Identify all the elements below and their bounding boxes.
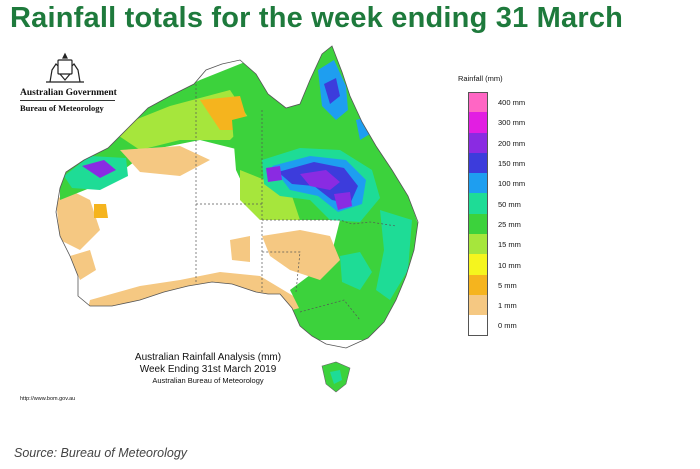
- legend-swatch: [468, 294, 488, 316]
- legend-label: 50 mm: [498, 199, 521, 209]
- map-caption: Australian Rainfall Analysis (mm) Week E…: [118, 352, 298, 385]
- legend-label: 100 mm: [498, 179, 526, 189]
- legend-swatch: [468, 274, 488, 295]
- legend-label: 150 mm: [498, 159, 526, 169]
- legend-swatch: [468, 132, 488, 153]
- analysis-title: Australian Rainfall Analysis (mm): [134, 352, 282, 363]
- government-branding: Australian Government Bureau of Meteorol…: [20, 52, 130, 113]
- legend-title: Rainfall (mm): [458, 74, 503, 83]
- legend-swatch: [468, 213, 488, 235]
- branding-divider: [20, 100, 115, 101]
- legend-label: 15 mm: [498, 240, 521, 250]
- analysis-subtitle: Week Ending 31st March 2019: [139, 364, 277, 375]
- legend-label: 5 mm: [498, 280, 517, 290]
- legend-swatch: [468, 193, 488, 214]
- legend-label: 300 mm: [498, 118, 526, 128]
- legend-label: 0 mm: [498, 321, 517, 331]
- legend-label: 1 mm: [498, 301, 517, 311]
- legend-swatch: [468, 234, 488, 255]
- page-title: Rainfall totals for the week ending 31 M…: [10, 2, 624, 34]
- rainfall-map: [55, 45, 419, 393]
- legend-swatch: [468, 254, 488, 275]
- legend-swatch: [468, 112, 488, 133]
- bom-url: http://www.bom.gov.au: [20, 396, 76, 402]
- legend-label: 400 mm: [498, 98, 526, 108]
- legend-swatch: [468, 92, 488, 113]
- government-name: Australian Government: [20, 88, 117, 98]
- bureau-name: Bureau of Meteorology: [20, 103, 104, 113]
- australian-coat-of-arms-icon: [46, 52, 84, 83]
- legend-label: 200 mm: [498, 138, 526, 148]
- legend-label: 25 mm: [498, 219, 521, 229]
- legend-label: 10 mm: [498, 260, 521, 270]
- legend-swatch: [468, 315, 488, 336]
- analysis-organisation: Australian Bureau of Meteorology: [152, 376, 264, 385]
- legend-color-bar: [468, 92, 488, 336]
- legend-swatch: [468, 152, 488, 174]
- source-note: Source: Bureau of Meteorology: [14, 446, 188, 460]
- legend-swatch: [468, 173, 488, 194]
